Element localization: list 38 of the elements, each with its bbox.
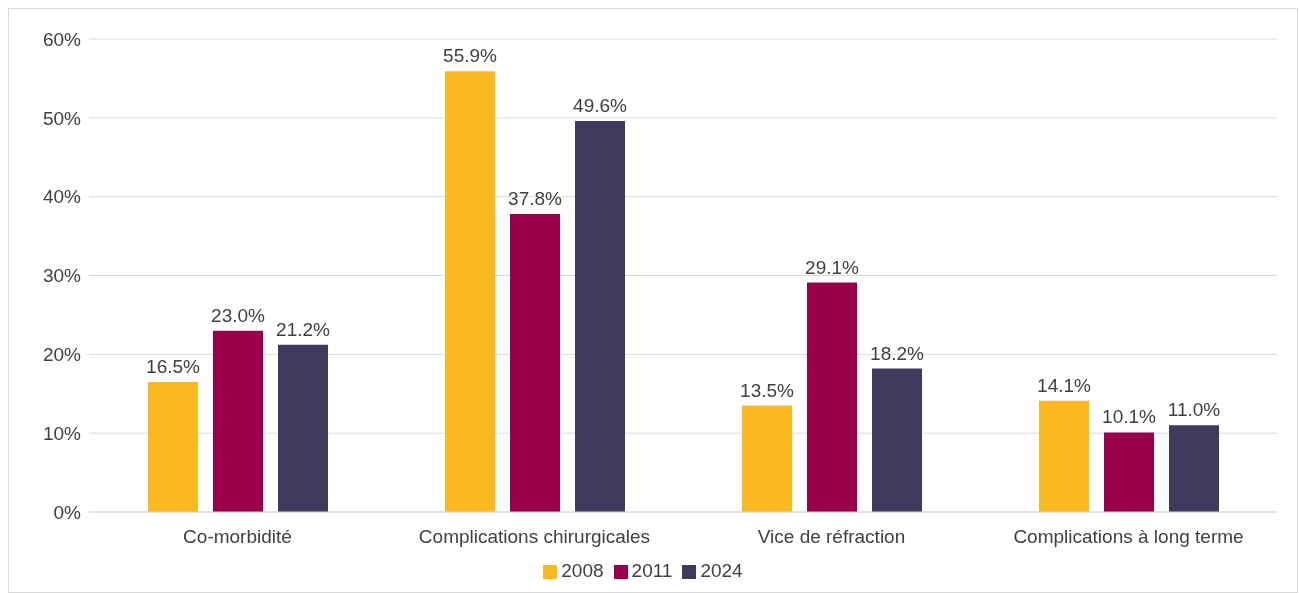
x-tick-label: Complications à long terme	[1013, 526, 1244, 548]
data-label: 10.1%	[1102, 406, 1157, 428]
y-tick-label: 0%	[53, 501, 82, 523]
y-tick-label: 60%	[42, 28, 82, 50]
bar	[213, 330, 263, 512]
y-tick-label: 30%	[42, 265, 82, 287]
bar	[278, 344, 328, 512]
bar	[872, 368, 922, 512]
data-label: 14.1%	[1037, 374, 1092, 396]
data-label: 16.5%	[146, 355, 201, 377]
data-label: 49.6%	[573, 94, 628, 116]
y-tick-label: 10%	[42, 422, 82, 444]
data-label: 23.0%	[211, 304, 266, 326]
data-label: 18.2%	[870, 342, 925, 364]
bar	[445, 71, 495, 512]
y-tick-label: 40%	[42, 186, 82, 208]
data-label: 55.9%	[443, 45, 498, 67]
y-tick-label: 50%	[42, 107, 82, 129]
legend-label: 2024	[700, 560, 743, 581]
data-label: 21.2%	[276, 318, 331, 340]
bar	[742, 405, 792, 512]
bar	[1169, 425, 1219, 512]
bar	[148, 381, 198, 512]
bar	[807, 282, 857, 512]
bar	[510, 214, 560, 512]
data-label: 13.5%	[740, 379, 795, 401]
data-label: 11.0%	[1167, 399, 1221, 421]
x-tick-label: Co-morbidité	[183, 526, 292, 548]
bar	[575, 120, 625, 512]
bar	[1039, 400, 1089, 512]
legend-label: 2011	[631, 560, 673, 581]
data-label: 37.8%	[508, 188, 563, 210]
data-label: 29.1%	[805, 256, 860, 278]
legend-label: 2008	[561, 560, 604, 581]
y-tick-label: 20%	[42, 344, 82, 366]
x-tick-label: Vice de réfraction	[757, 526, 906, 548]
bar	[1104, 432, 1154, 512]
x-tick-label: Complications chirurgicales	[418, 526, 651, 548]
